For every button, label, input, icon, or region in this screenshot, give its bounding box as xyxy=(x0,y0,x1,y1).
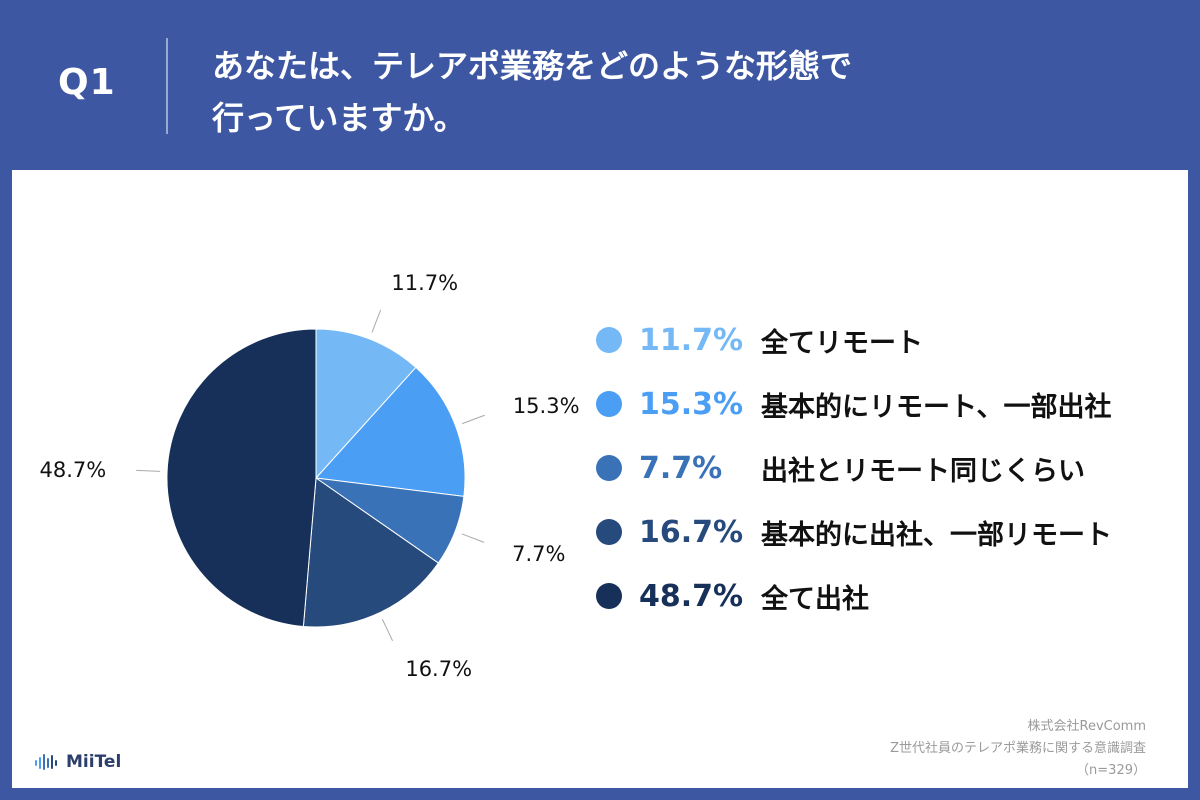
pie-slice xyxy=(314,366,466,497)
question-number: Q1 xyxy=(58,62,116,103)
question-title-line-1: あなたは、テレアポ業務をどのような形態で xyxy=(212,47,853,85)
source-survey: Z世代社員のテレアポ業務に関する意識調査 xyxy=(890,741,1146,756)
question-title-line-2: 行っていますか。 xyxy=(212,99,466,137)
pie-data-label: 16.7% xyxy=(405,657,472,681)
pie-leader-line xyxy=(371,309,382,333)
pie-slice xyxy=(302,477,440,628)
pie-slice xyxy=(315,328,417,480)
legend-label: 基本的にリモート、一部出社 xyxy=(761,391,1112,423)
legend-label: 出社とリモート同じくらい xyxy=(761,455,1085,487)
pie-data-label: 11.7% xyxy=(391,271,458,295)
legend-label: 全て出社 xyxy=(761,583,869,615)
legend-dot xyxy=(596,391,622,417)
legend-percent: 11.7% xyxy=(639,322,744,358)
chart-panel: 11.7% 15.3% 7.7% 16.7% 48.7% 11.7% 全てリモート 15… xyxy=(12,170,1188,788)
pie-chart: 11.7% 15.3% 7.7% 16.7% 48.7% xyxy=(39,271,579,681)
pie-leader-line xyxy=(381,618,394,642)
legend: 11.7% 全てリモート 15.3% 基本的にリモート、一部出社 7.7% 出社… xyxy=(596,308,1176,628)
legend-item: 7.7% 出社とリモート同じくらい xyxy=(596,436,1176,500)
pie-data-label: 15.3% xyxy=(513,394,580,418)
legend-percent: 7.7% xyxy=(639,450,723,486)
legend-label: 基本的に出社、一部リモート xyxy=(761,519,1112,551)
legend-dot xyxy=(596,327,622,353)
logo-text: MiiTel xyxy=(66,752,122,772)
source-company: 株式会社RevComm xyxy=(1027,719,1147,734)
header: Q1 あなたは、テレアポ業務をどのような形態で 行っていますか。 xyxy=(0,0,1200,170)
legend-dot xyxy=(596,583,622,609)
pie-leader-line xyxy=(136,469,161,472)
pie-leader-line xyxy=(462,414,485,425)
pie-slices xyxy=(166,328,466,628)
soundwave-icon xyxy=(35,754,57,770)
legend-item: 15.3% 基本的にリモート、一部出社 xyxy=(596,372,1176,436)
pie-data-label: 7.7% xyxy=(512,542,565,566)
pie-slice xyxy=(166,328,317,628)
question-title: あなたは、テレアポ業務をどのような形態で 行っていますか。 xyxy=(212,40,1112,144)
legend-item: 48.7% 全て出社 xyxy=(596,564,1176,628)
legend-dot xyxy=(596,519,622,545)
legend-label: 全てリモート xyxy=(761,327,923,359)
legend-percent: 15.3% xyxy=(639,386,744,422)
legend-dot xyxy=(596,455,622,481)
header-divider xyxy=(166,38,168,134)
pie-data-labels: 11.7% 15.3% 7.7% 16.7% 48.7% xyxy=(39,271,579,681)
source-sample-size: （n=329） xyxy=(1076,763,1146,778)
source-note: 株式会社RevComm Z世代社員のテレアポ業務に関する意識調査 （n=329） xyxy=(890,716,1146,782)
legend-item: 11.7% 全てリモート xyxy=(596,308,1176,372)
legend-percent: 16.7% xyxy=(639,514,744,550)
legend-percent: 48.7% xyxy=(639,578,744,614)
miitel-logo: MiiTel xyxy=(34,752,121,772)
pie-data-label: 48.7% xyxy=(39,458,106,482)
pie-leader-line xyxy=(461,533,485,543)
pie-leader-lines xyxy=(136,309,485,642)
legend-item: 16.7% 基本的に出社、一部リモート xyxy=(596,500,1176,564)
